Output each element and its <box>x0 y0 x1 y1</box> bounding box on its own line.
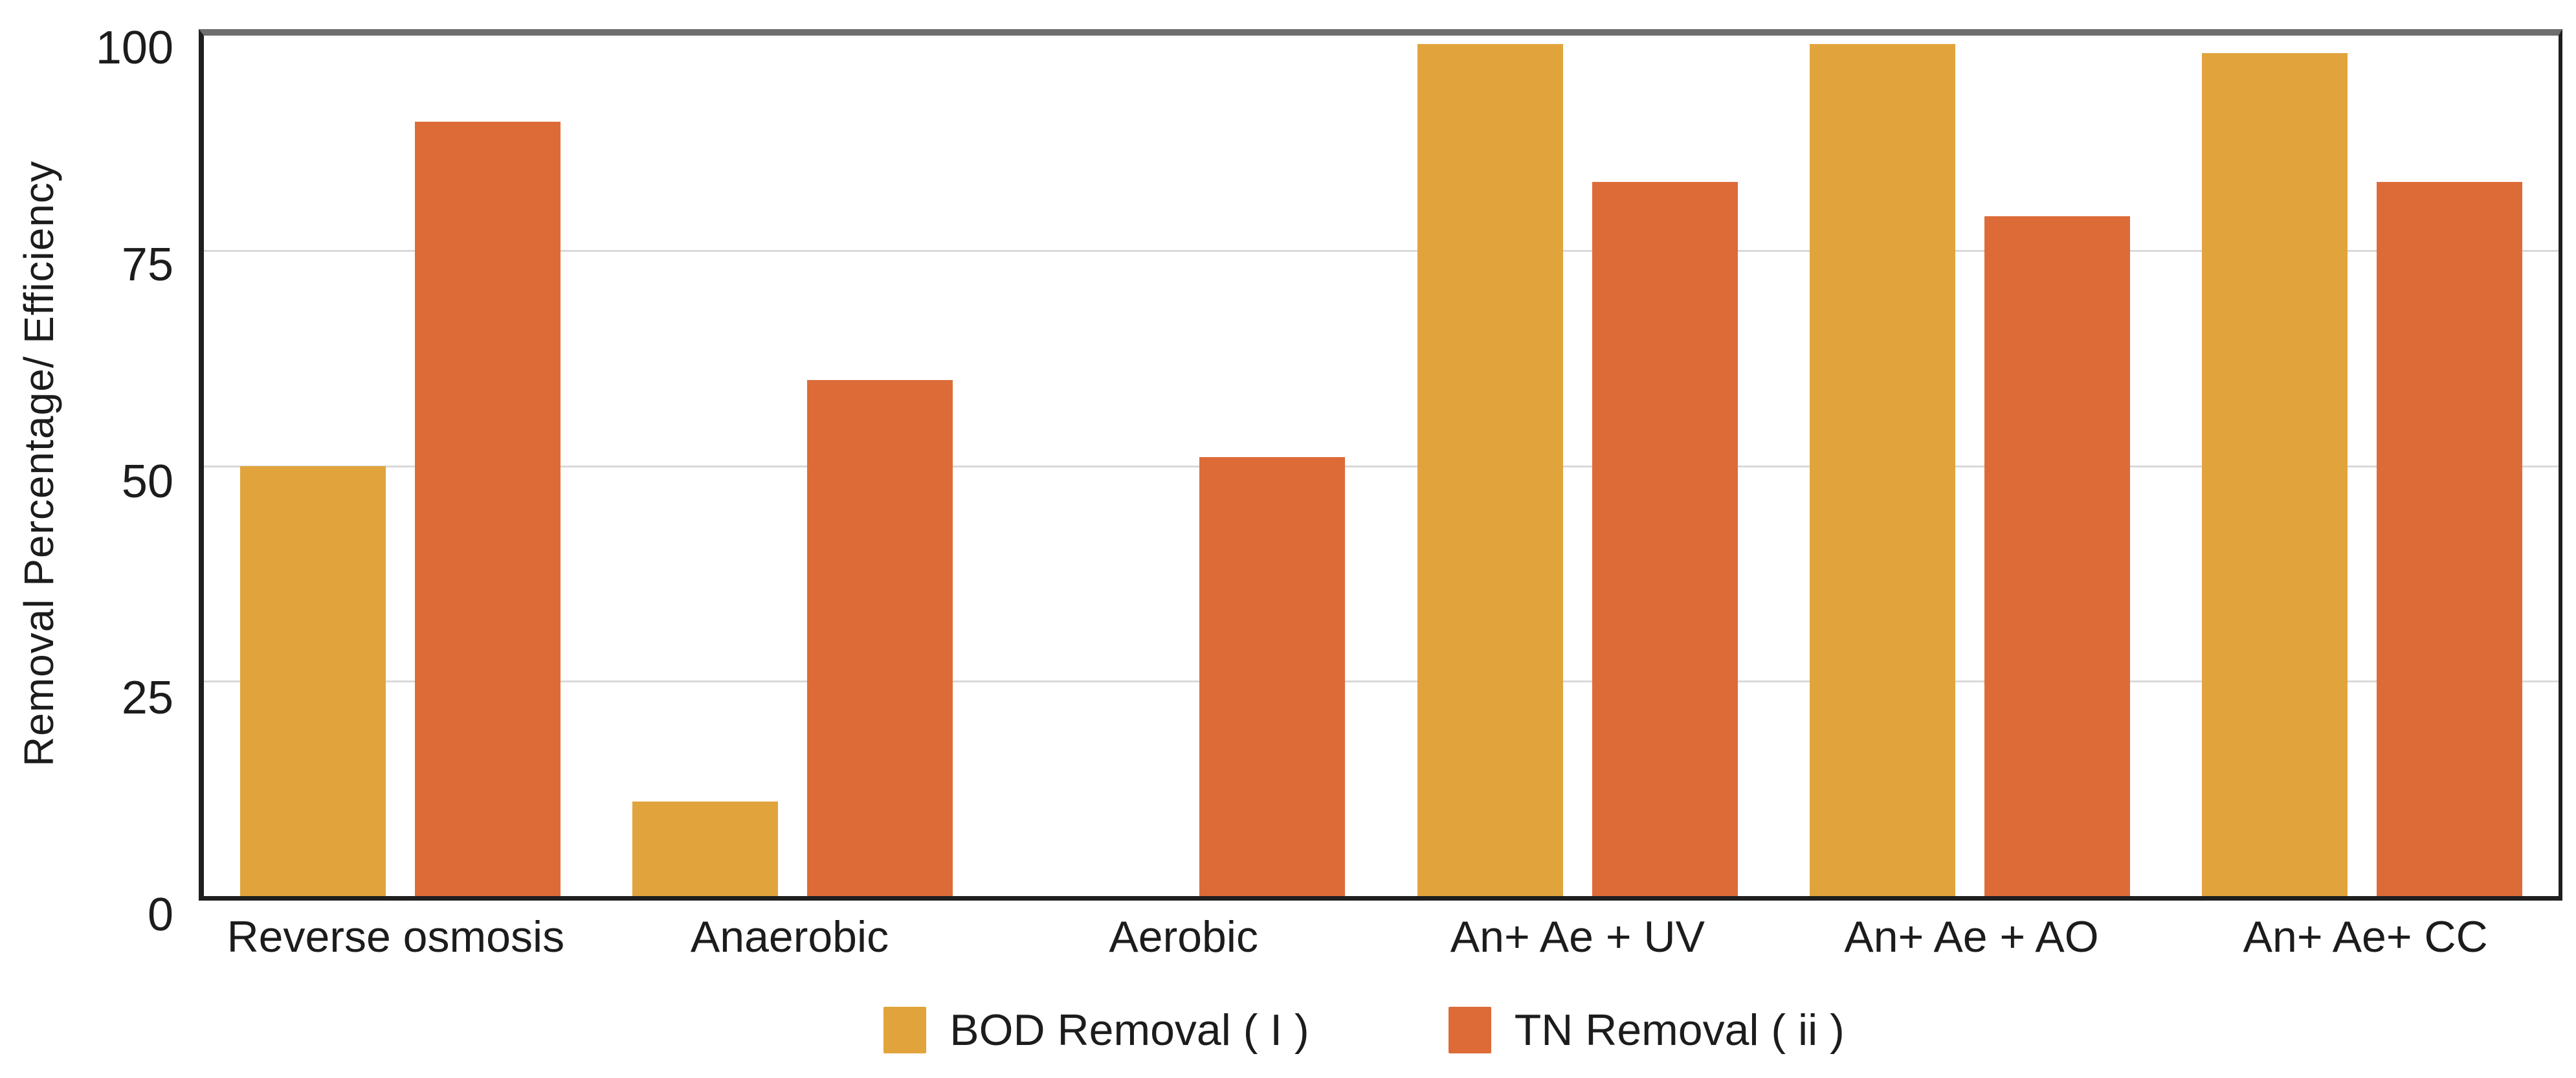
bod-bar-1 <box>239 466 386 896</box>
legend-label: BOD Removal ( I ) <box>949 1005 1309 1055</box>
tn-bar-1 <box>414 121 561 896</box>
x-category-label: Reverse osmosis <box>227 912 565 961</box>
y-tick-label: 100 <box>95 22 173 74</box>
y-tick-label: 25 <box>121 672 173 724</box>
bar-group-6 <box>2166 36 2559 896</box>
bar-group-2 <box>596 36 988 896</box>
plot-area <box>199 29 2562 901</box>
legend-label: TN Removal ( ii ) <box>1514 1005 1845 1055</box>
y-tick-label: 50 <box>121 455 173 508</box>
bar-groups <box>204 36 2559 896</box>
legend-swatch-icon <box>1448 1007 1491 1053</box>
gridline-75 <box>204 250 2559 253</box>
legend: BOD Removal ( I ) TN Removal ( ii ) <box>0 1005 2576 1055</box>
gridline-25 <box>204 680 2559 682</box>
legend-swatch-icon <box>883 1007 927 1053</box>
bar-group-5 <box>1773 36 2166 896</box>
x-category-label: Aerobic <box>1109 912 1258 961</box>
tn-bar-3 <box>1199 457 1346 896</box>
x-category-label: An+ Ae + UV <box>1450 912 1705 961</box>
bod-bar-4 <box>1417 44 1563 896</box>
tn-bar-5 <box>1984 216 2130 896</box>
bod-bar-6 <box>2202 52 2348 896</box>
x-category-label: An+ Ae + AO <box>1844 912 2099 961</box>
tn-bar-4 <box>1592 181 1738 896</box>
gridline-50 <box>204 465 2559 467</box>
bod-bar-2 <box>632 801 778 896</box>
legend-entry-bod: BOD Removal ( I ) <box>883 1005 1309 1055</box>
x-axis-category-labels: Reverse osmosis Anaerobic Aerobic An+ Ae + … <box>199 912 2562 962</box>
y-tick-label: 0 <box>147 889 173 941</box>
bar-group-3 <box>989 36 1381 896</box>
bar-group-4 <box>1381 36 1773 896</box>
bar-group-1 <box>204 36 596 896</box>
bod-bar-5 <box>1809 44 1955 896</box>
legend-entry-tn: TN Removal ( ii ) <box>1448 1005 1845 1055</box>
x-category-label: Anaerobic <box>690 912 889 961</box>
x-category-label: An+ Ae+ CC <box>2243 912 2488 961</box>
tn-bar-2 <box>806 379 953 896</box>
y-tick-label: 75 <box>121 238 173 291</box>
tn-bar-6 <box>2377 181 2523 896</box>
